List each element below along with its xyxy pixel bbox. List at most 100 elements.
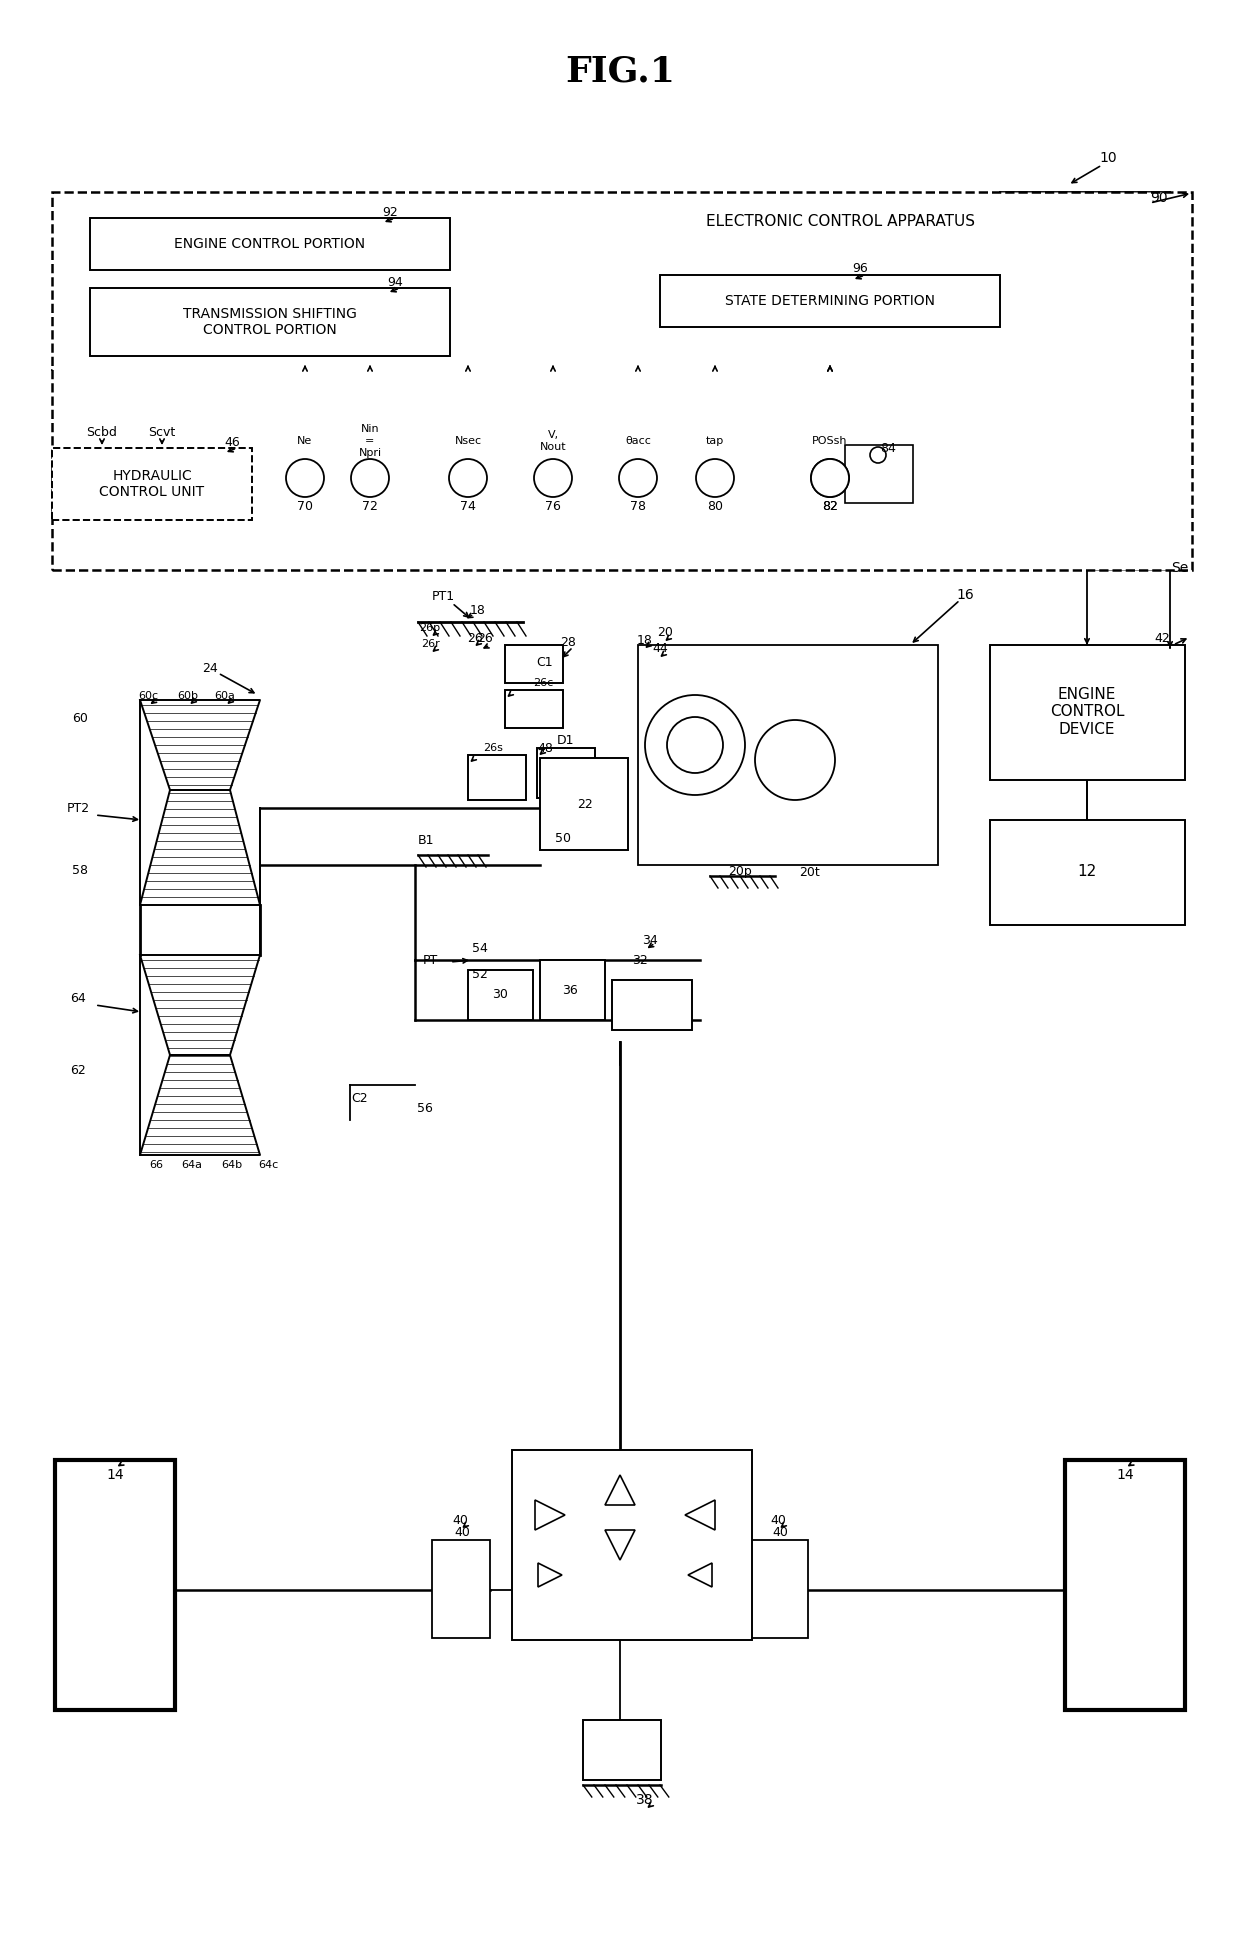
Text: Se: Se [1172,560,1189,574]
Polygon shape [538,1563,562,1588]
Text: FIG.1: FIG.1 [565,54,675,90]
Text: 30: 30 [492,989,508,1002]
Polygon shape [605,1530,635,1561]
Text: 90: 90 [1149,191,1168,204]
Text: C1: C1 [537,656,553,669]
Bar [639,644,937,866]
Circle shape [696,459,734,496]
Bar [505,691,563,728]
Circle shape [870,448,887,463]
Text: PT1: PT1 [432,590,455,603]
Text: 14: 14 [1116,1467,1133,1483]
Text: 72: 72 [362,500,378,514]
Circle shape [449,459,487,496]
Text: 60a: 60a [215,691,236,701]
Text: PT: PT [423,954,438,967]
Text: B1: B1 [418,833,434,847]
Circle shape [351,459,389,496]
Text: 80: 80 [707,500,723,514]
Text: 50: 50 [556,831,570,845]
Bar [467,755,526,800]
Text: 94: 94 [387,276,403,288]
Bar [660,274,999,327]
Text: HYDRAULIC
CONTROL UNIT: HYDRAULIC CONTROL UNIT [99,469,205,498]
Text: 10: 10 [1099,152,1117,165]
Text: 60b: 60b [177,691,198,701]
Text: 20: 20 [657,627,673,640]
Circle shape [811,459,849,496]
Circle shape [286,459,324,496]
Bar [505,644,563,683]
Text: 16: 16 [956,588,973,601]
Bar [990,644,1185,780]
Bar [844,446,913,502]
Text: 40: 40 [770,1514,786,1526]
Text: PT2: PT2 [67,802,89,815]
Text: 22: 22 [577,798,593,810]
Text: 28: 28 [560,636,575,648]
Text: Ne: Ne [298,436,312,446]
Text: 40: 40 [454,1526,470,1539]
Bar [990,819,1185,924]
Text: 60c: 60c [138,691,157,701]
Text: 64b: 64b [222,1160,243,1170]
Text: V,
Nout: V, Nout [539,430,567,451]
Text: 14: 14 [107,1467,124,1483]
Bar [52,448,252,520]
Bar [539,759,627,850]
Text: 20p: 20p [728,866,751,878]
Text: Scbd: Scbd [87,426,118,438]
Bar [52,193,1192,570]
Polygon shape [605,1475,635,1504]
Bar [512,1450,751,1640]
Bar [1065,1460,1185,1711]
Bar [91,218,450,270]
Polygon shape [534,1500,565,1530]
Text: D1: D1 [557,734,574,747]
Text: 78: 78 [630,500,646,514]
Text: 26: 26 [467,632,482,644]
Text: 20t: 20t [800,866,821,878]
Text: 62: 62 [71,1064,86,1076]
Text: tap: tap [706,436,724,446]
Text: 56: 56 [417,1101,433,1115]
Text: Nsec: Nsec [454,436,481,446]
Text: 40: 40 [453,1514,467,1526]
Text: 38: 38 [636,1792,653,1808]
Text: 52: 52 [472,969,487,981]
Text: 44: 44 [652,642,668,656]
Polygon shape [688,1563,712,1588]
Text: 70: 70 [298,500,312,514]
Bar [583,1720,661,1781]
Text: 74: 74 [460,500,476,514]
Text: Nin
=
Npri: Nin = Npri [358,424,382,457]
Text: ENGINE
CONTROL
DEVICE: ENGINE CONTROL DEVICE [1050,687,1125,738]
Polygon shape [684,1500,715,1530]
Text: 46: 46 [224,436,239,448]
Text: 84: 84 [880,442,897,455]
Circle shape [755,720,835,800]
Text: STATE DETERMINING PORTION: STATE DETERMINING PORTION [725,294,935,307]
Bar [467,969,533,1020]
Text: 26c: 26c [533,677,553,689]
Text: 24: 24 [202,662,218,675]
Text: 32: 32 [632,954,647,967]
Bar [432,1539,490,1639]
Text: 26p: 26p [419,623,440,632]
Text: 36: 36 [562,983,578,996]
Bar [750,1539,808,1639]
Text: 48: 48 [537,741,553,755]
Text: 26s: 26s [484,743,503,753]
Circle shape [619,459,657,496]
Circle shape [645,695,745,796]
Text: 82: 82 [822,500,838,514]
Text: 34: 34 [642,934,658,946]
Text: 96: 96 [852,263,868,276]
Bar [537,747,595,798]
Circle shape [534,459,572,496]
Text: 76: 76 [546,500,560,514]
Text: 92: 92 [382,206,398,218]
Text: 18: 18 [637,634,653,646]
Text: 60: 60 [72,712,88,724]
Text: 54: 54 [472,942,487,954]
